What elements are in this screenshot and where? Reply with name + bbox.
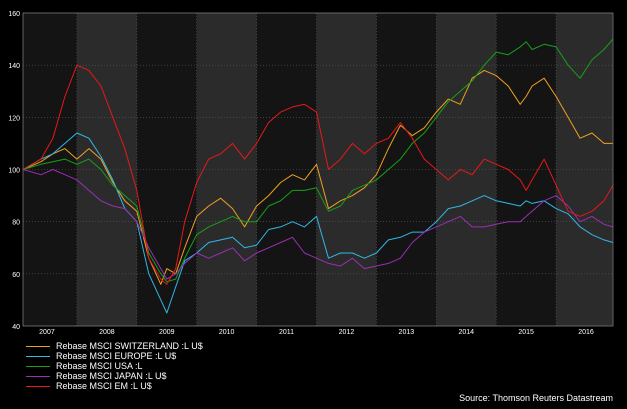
- chart-legend: Rebase MSCI SWITZERLAND :L U$ Rebase MSC…: [26, 341, 203, 391]
- legend-swatch-switzerland: [26, 345, 50, 347]
- series-line-4: [22, 64, 614, 285]
- legend-label-em: Rebase MSCI EM :L U$: [56, 381, 152, 391]
- legend-swatch-usa: [26, 365, 50, 367]
- legend-item-usa: Rebase MSCI USA :L: [26, 361, 203, 371]
- legend-swatch-japan: [26, 375, 50, 377]
- x-tick-label: 2014: [458, 329, 474, 336]
- y-tick-label: 120: [8, 115, 20, 122]
- legend-label-europe: Rebase MSCI EUROPE :L U$: [56, 351, 177, 361]
- x-tick-label: 2011: [279, 329, 294, 336]
- x-tick-label: 2008: [99, 329, 115, 336]
- y-tick-label: 140: [8, 63, 20, 70]
- legend-label-japan: Rebase MSCI JAPAN :L U$: [56, 371, 167, 381]
- series-line-0: [22, 69, 613, 285]
- line-chart: 40 60 80 100 120 140 160 2007 2008 2009 2010 2011 20…: [8, 11, 614, 336]
- x-tick-label: 2013: [399, 329, 415, 336]
- y-tick-label: 100: [8, 168, 20, 175]
- y-tick-label: 40: [12, 324, 20, 331]
- series-line-3: [22, 169, 614, 280]
- source-note: Source: Thomson Reuters Datastream: [459, 393, 613, 403]
- y-tick-label: 160: [8, 11, 20, 18]
- x-tick-label: 2009: [159, 329, 175, 336]
- legend-item-em: Rebase MSCI EM :L U$: [26, 381, 203, 391]
- year-band: [436, 13, 497, 326]
- legend-label-switzerland: Rebase MSCI SWITZERLAND :L U$: [56, 341, 203, 351]
- y-tick-label: 80: [12, 220, 20, 227]
- year-band: [316, 13, 377, 326]
- series-line-2: [22, 38, 614, 283]
- year-band: [196, 13, 257, 326]
- x-tick-label: 2016: [578, 329, 594, 336]
- legend-item-switzerland: Rebase MSCI SWITZERLAND :L U$: [26, 341, 203, 351]
- legend-swatch-europe: [26, 355, 50, 357]
- legend-swatch-em: [26, 385, 50, 387]
- x-tick-label: 2010: [219, 329, 235, 336]
- x-tick-label: 2015: [518, 329, 534, 336]
- legend-item-europe: Rebase MSCI EUROPE :L U$: [26, 351, 203, 361]
- x-tick-label: 2012: [339, 329, 355, 336]
- y-tick-label: 60: [12, 272, 20, 279]
- year-band: [76, 13, 137, 326]
- legend-label-usa: Rebase MSCI USA :L: [56, 361, 143, 371]
- legend-item-japan: Rebase MSCI JAPAN :L U$: [26, 371, 203, 381]
- plot-border: [22, 12, 614, 327]
- x-tick-label: 2007: [39, 329, 55, 336]
